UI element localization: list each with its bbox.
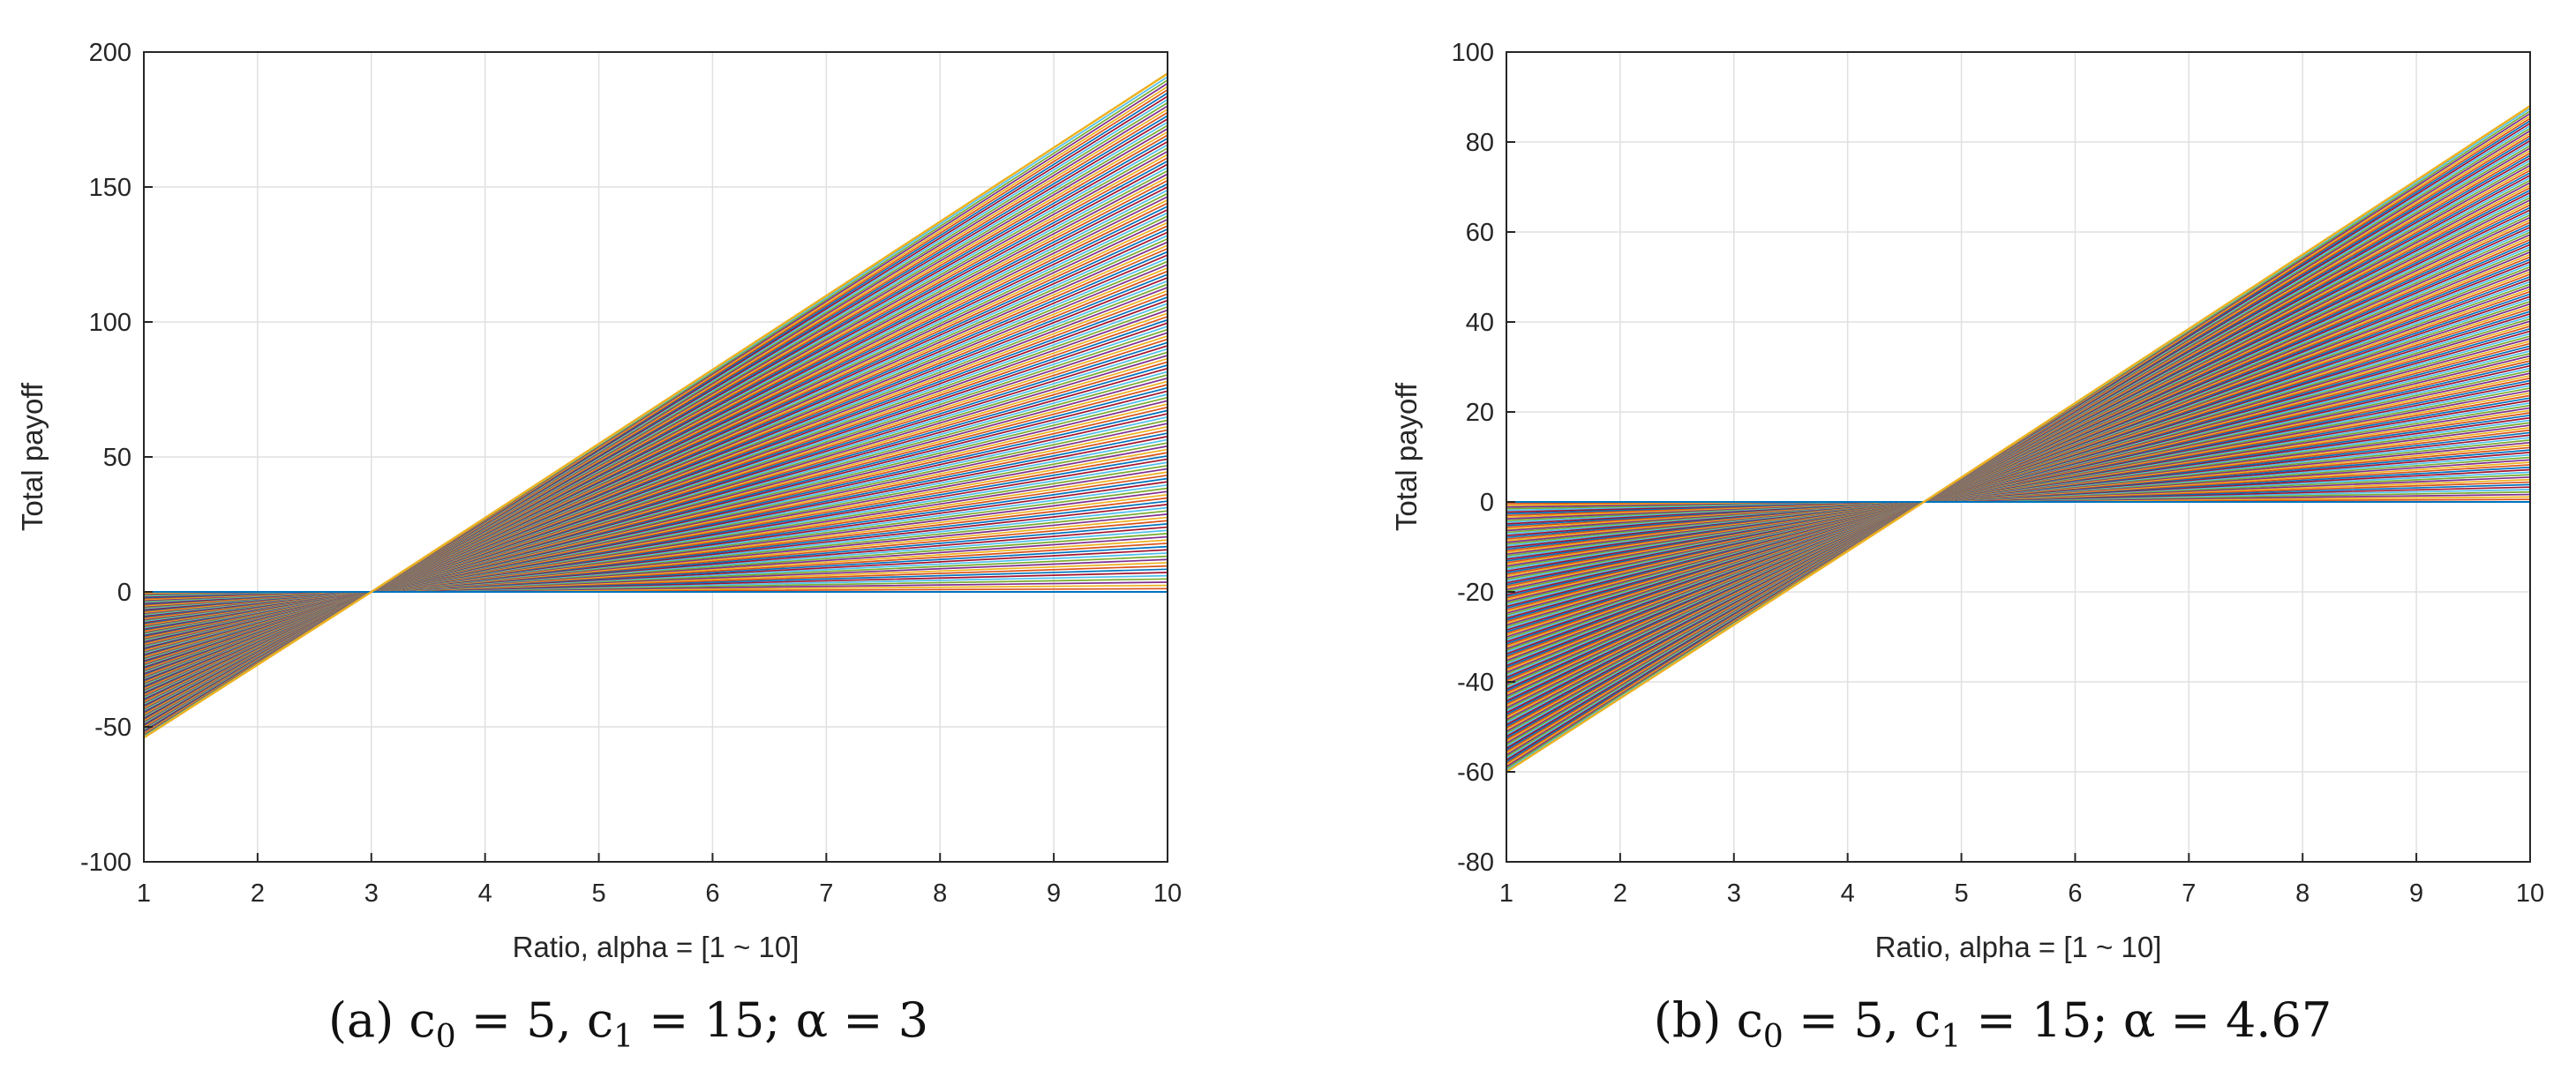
figure-caption: (a) c0 = 5, c1 = 15; α = 3	[328, 992, 928, 1055]
x-tick-label: 3	[364, 879, 379, 908]
x-axis-label: Ratio, alpha = [1 ~ 10]	[1875, 931, 2162, 963]
y-tick-label: -60	[1457, 759, 1494, 787]
x-tick-label: 10	[2516, 879, 2544, 908]
y-tick-label: 150	[89, 174, 131, 202]
y-tick-label: 0	[1480, 489, 1494, 517]
series-lines	[1506, 105, 2531, 774]
chart-panel-b: 1 2 3 4 5 6 7 8 9 10 -80 -60 -40 -20 0 20 40 60 80 100 Ratio…	[1390, 39, 2544, 1055]
y-axis-label: Total payoff	[16, 382, 49, 531]
x-tick-label: 1	[137, 879, 151, 908]
series-line-envelope	[1506, 105, 2531, 774]
x-tick-label: 4	[478, 879, 492, 908]
y-tick-label: 100	[1452, 39, 1494, 67]
x-tick-label: 7	[2182, 879, 2196, 908]
y-tick-label: 200	[89, 39, 131, 67]
y-tick-label: -40	[1457, 669, 1494, 697]
x-tick-label: 8	[2295, 879, 2309, 908]
y-tick-label: 60	[1466, 219, 1494, 247]
y-tick-label: 100	[89, 309, 131, 337]
x-tick-label: 8	[933, 879, 947, 908]
y-tick-label: -20	[1457, 579, 1494, 607]
y-tick-label: 40	[1466, 309, 1494, 337]
y-tick-label: 0	[117, 579, 131, 607]
x-ticks: 1 2 3 4 5 6 7 8 9 10	[137, 853, 1182, 908]
x-tick-label: 9	[1047, 879, 1061, 908]
x-tick-label: 9	[2409, 879, 2423, 908]
y-ticks: -80 -60 -40 -20 0 20 40 60 80 100	[1452, 39, 1515, 877]
figure-caption: (b) c0 = 5, c1 = 15; α = 4.67	[1654, 992, 2332, 1055]
y-ticks: -100 -50 0 50 100 150 200	[80, 39, 153, 877]
y-tick-label: -80	[1457, 849, 1494, 877]
x-tick-label: 5	[1954, 879, 1968, 908]
x-tick-label: 2	[1613, 879, 1627, 908]
chart-panel-a: 1 2 3 4 5 6 7 8 9 10 -100 -50 0 50 100 150 200 Ratio, alp…	[16, 39, 1182, 1055]
x-tick-label: 2	[251, 879, 265, 908]
axes-box	[1506, 51, 2531, 863]
x-ticks: 1 2 3 4 5 6 7 8 9 10	[1499, 853, 2544, 908]
y-tick-label: 50	[103, 444, 131, 472]
y-tick-label: -50	[94, 714, 131, 742]
y-tick-label: 20	[1466, 399, 1494, 427]
y-axis-label: Total payoff	[1390, 382, 1423, 531]
x-tick-label: 3	[1727, 879, 1741, 908]
x-tick-label: 4	[1841, 879, 1855, 908]
x-tick-label: 7	[819, 879, 833, 908]
y-tick-label: -100	[80, 849, 131, 877]
x-axis-label: Ratio, alpha = [1 ~ 10]	[513, 931, 800, 963]
series-line-envelope	[143, 72, 1168, 739]
x-tick-label: 6	[2068, 879, 2082, 908]
x-tick-label: 1	[1499, 879, 1513, 908]
y-tick-label: 80	[1466, 129, 1494, 157]
series-lines	[143, 72, 1168, 739]
x-tick-label: 6	[705, 879, 719, 908]
x-tick-label: 10	[1153, 879, 1182, 908]
x-tick-label: 5	[591, 879, 605, 908]
